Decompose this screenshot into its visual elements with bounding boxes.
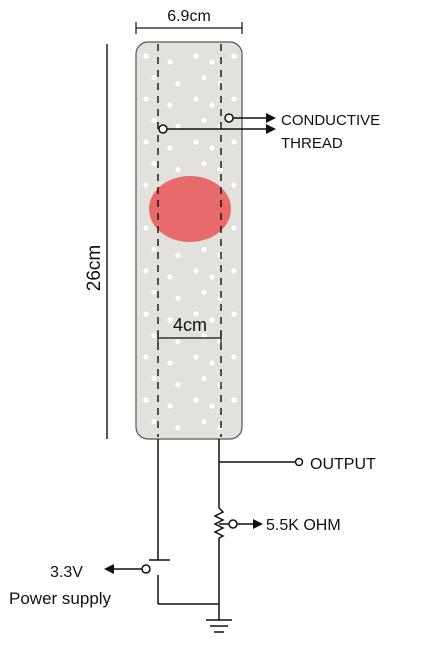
- spacing-label: 4cm: [173, 315, 207, 335]
- fabric-dot: [231, 354, 237, 360]
- fabric-dot: [151, 375, 157, 382]
- fabric-dot: [217, 338, 223, 345]
- fabric-dot: [175, 166, 181, 173]
- output-label: OUTPUT: [310, 456, 376, 473]
- fabric-dot: [167, 59, 173, 65]
- conductive-thread-label-2: THREAD: [281, 135, 343, 152]
- fabric-dot: [167, 403, 173, 409]
- fabric-dot: [151, 246, 157, 253]
- fabric-dot: [143, 96, 149, 102]
- width-label: 6.9cm: [167, 8, 211, 25]
- fabric-dot: [231, 268, 237, 274]
- fabric-dot: [217, 295, 223, 302]
- fabric-dot: [217, 80, 223, 87]
- pressure-spot: [149, 176, 231, 242]
- fabric-dot: [209, 317, 215, 323]
- fabric-dot: [167, 145, 173, 151]
- fabric-dot: [175, 381, 181, 388]
- fabric-dot: [231, 53, 237, 59]
- fabric-dot: [143, 182, 149, 188]
- fabric-dot: [193, 53, 199, 59]
- fabric-dot: [151, 418, 157, 425]
- resistor-label: 5.5K OHM: [266, 517, 341, 534]
- fabric-dot: [217, 381, 223, 388]
- fabric-dot: [209, 145, 215, 151]
- conductive-thread-label-1: CONDUCTIVE: [281, 112, 380, 129]
- resistor-icon: [213, 507, 225, 539]
- conductive-thread-callout: [158, 113, 268, 134]
- fabric-dot: [201, 74, 207, 81]
- fabric-dot: [193, 139, 199, 145]
- resistor-terminal: [228, 519, 238, 529]
- voltage-label: 3.3V: [50, 564, 83, 581]
- fabric-dot: [167, 102, 173, 108]
- fabric-dot: [231, 182, 237, 188]
- fabric-dot: [143, 397, 149, 403]
- length-label: 26cm: [84, 245, 105, 291]
- fabric-dot: [151, 289, 157, 296]
- fabric-dot: [231, 225, 237, 231]
- arrow-head-icon: [104, 564, 114, 574]
- fabric-dot: [201, 246, 207, 253]
- fabric-dot: [143, 225, 149, 231]
- fabric-dot: [175, 424, 181, 431]
- fabric-dot: [231, 96, 237, 102]
- circuit-wires: [149, 439, 296, 620]
- fabric-dot: [175, 338, 181, 345]
- spacing-dimension: [157, 332, 222, 344]
- fabric-dot: [151, 160, 157, 167]
- arrow-head-icon: [253, 519, 263, 529]
- fabric-dot: [175, 295, 181, 302]
- fabric-dot: [201, 375, 207, 382]
- fabric-dot: [201, 117, 207, 124]
- fabric-dot: [231, 397, 237, 403]
- fabric-dot: [193, 397, 199, 403]
- power-supply-label: Power supply: [9, 589, 112, 608]
- fabric-dot: [167, 274, 173, 280]
- fabric-dot: [217, 252, 223, 259]
- fabric-dot: [193, 96, 199, 102]
- arrow-head-icon: [266, 124, 276, 134]
- fabric-dot: [193, 311, 199, 317]
- fabric-dot: [217, 166, 223, 173]
- fabric-dot: [217, 424, 223, 431]
- fabric-dot: [209, 102, 215, 108]
- output-terminal: [294, 457, 304, 467]
- fabric-dot: [209, 59, 215, 65]
- power-terminal: [141, 564, 151, 574]
- fabric-dot: [209, 403, 215, 409]
- fabric-dot: [209, 274, 215, 280]
- fabric-dot: [151, 332, 157, 339]
- fabric-dot: [201, 289, 207, 296]
- fabric-dot: [175, 252, 181, 259]
- fabric-dot: [201, 332, 207, 339]
- arrow-head-icon: [266, 113, 276, 123]
- fabric-dots: [143, 53, 237, 431]
- ground-icon: [206, 619, 232, 633]
- fabric-dot: [151, 117, 157, 124]
- fabric-dot: [175, 123, 181, 130]
- fabric-dot: [209, 360, 215, 366]
- fabric-dot: [167, 360, 173, 366]
- fabric-dot: [143, 53, 149, 59]
- fabric-dot: [193, 268, 199, 274]
- fabric-dot: [143, 354, 149, 360]
- fabric-dot: [193, 354, 199, 360]
- fabric-dot: [175, 80, 181, 87]
- fabric-dot: [231, 311, 237, 317]
- fabric-dot: [201, 418, 207, 425]
- fabric-dot: [201, 160, 207, 167]
- fabric-dot: [151, 74, 157, 81]
- fabric-dot: [143, 139, 149, 145]
- fabric-dot: [231, 139, 237, 145]
- fabric-dot: [143, 268, 149, 274]
- width-dimension: [135, 22, 243, 34]
- fabric-dot: [143, 311, 149, 317]
- fabric-dot: [167, 317, 173, 323]
